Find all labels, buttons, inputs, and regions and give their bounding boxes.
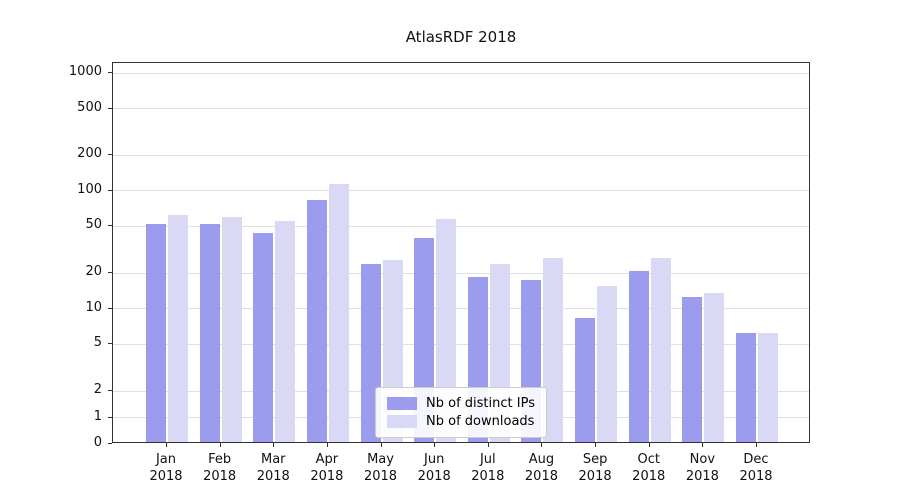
x-tick-label: May 2018 — [363, 452, 398, 484]
y-tick-label: 20 — [85, 264, 102, 280]
y-tick-mark — [108, 154, 112, 156]
x-tick-mark — [380, 443, 382, 447]
y-tick-mark — [108, 272, 112, 274]
bar-distinct-ips-jan — [146, 224, 166, 442]
bar-downloads-jan — [168, 215, 188, 442]
x-tick-mark — [326, 443, 328, 447]
bar-downloads-apr — [328, 184, 349, 442]
bar-distinct-ips-dec — [736, 332, 756, 442]
gridline — [113, 308, 809, 310]
gridline — [113, 343, 809, 345]
y-tick-label: 100 — [77, 181, 102, 197]
x-tick-label: Feb 2018 — [203, 452, 237, 484]
y-tick-mark — [108, 443, 112, 444]
x-tick-mark — [273, 443, 275, 447]
y-tick-label: 500 — [77, 99, 102, 115]
legend-label-downloads: Nb of downloads — [426, 414, 535, 429]
bar-distinct-ips-mar — [253, 233, 274, 442]
x-tick-mark — [756, 443, 757, 447]
y-tick-mark — [108, 72, 112, 74]
y-tick-mark — [108, 225, 112, 227]
bar-downloads-oct — [650, 257, 671, 442]
bar-distinct-ips-apr — [306, 200, 327, 442]
legend-item-downloads: Nb of downloads — [387, 414, 535, 429]
bar-downloads-sep — [597, 285, 618, 442]
gridline — [113, 225, 809, 227]
legend-label-distinct-ips: Nb of distinct IPs — [426, 396, 535, 411]
y-tick-mark — [108, 416, 112, 418]
gridline — [113, 190, 809, 192]
x-tick-label: Oct 2018 — [632, 452, 666, 484]
x-tick-mark — [434, 443, 436, 447]
legend-swatch-downloads — [387, 415, 418, 428]
x-tick-label: Jun 2018 — [417, 452, 451, 484]
y-tick-label: 2 — [93, 382, 102, 397]
x-tick-label: Mar 2018 — [256, 452, 290, 484]
y-tick-mark — [108, 189, 112, 191]
x-tick-mark — [541, 443, 543, 447]
bar-downloads-dec — [758, 332, 778, 442]
bar-distinct-ips-feb — [199, 224, 220, 442]
bar-downloads-feb — [221, 216, 242, 442]
bar-distinct-ips-nov — [682, 297, 703, 442]
x-tick-mark — [166, 443, 167, 447]
bar-downloads-mar — [275, 221, 296, 442]
bar-downloads-jun — [436, 219, 457, 442]
y-tick-mark — [108, 307, 112, 309]
chart-title: AtlasRDF 2018 — [405, 28, 517, 46]
y-tick-label: 0 — [93, 435, 102, 450]
x-tick-label: Aug 2018 — [524, 452, 558, 484]
x-tick-mark — [648, 443, 650, 447]
bar-downloads-nov — [704, 293, 725, 442]
x-tick-label: Jan 2018 — [149, 452, 183, 484]
y-tick-mark — [108, 390, 112, 391]
x-tick-mark — [487, 443, 489, 447]
y-tick-mark — [108, 107, 112, 109]
bars-layer — [113, 63, 809, 442]
y-tick-label: 5 — [93, 335, 102, 351]
y-tick-label: 50 — [85, 217, 102, 233]
x-tick-label: Apr 2018 — [310, 452, 344, 484]
x-tick-label: Jul 2018 — [471, 452, 505, 484]
gridline — [113, 108, 809, 110]
gridline — [113, 272, 809, 274]
legend-item-distinct-ips: Nb of distinct IPs — [387, 396, 535, 411]
bar-downloads-aug — [543, 257, 564, 442]
x-tick-mark — [702, 443, 704, 447]
x-tick-label: Sep 2018 — [578, 452, 612, 484]
y-tick-label: 10 — [85, 299, 102, 315]
y-tick-label: 1 — [93, 408, 102, 424]
legend: Nb of distinct IPs Nb of downloads — [375, 387, 547, 438]
x-tick-mark — [219, 443, 221, 447]
x-tick-label: Nov 2018 — [685, 452, 719, 484]
bar-distinct-ips-oct — [628, 271, 649, 442]
legend-swatch-distinct-ips — [387, 397, 418, 410]
y-tick-label: 200 — [77, 146, 102, 162]
plot-area: Nb of distinct IPs Nb of downloads — [112, 62, 810, 443]
gridline — [113, 72, 809, 74]
x-tick-label: Dec 2018 — [739, 452, 773, 484]
gridline — [113, 154, 809, 156]
y-tick-mark — [108, 343, 112, 345]
bar-distinct-ips-sep — [575, 318, 596, 442]
y-tick-label: 1000 — [68, 64, 102, 80]
x-tick-mark — [595, 443, 597, 447]
